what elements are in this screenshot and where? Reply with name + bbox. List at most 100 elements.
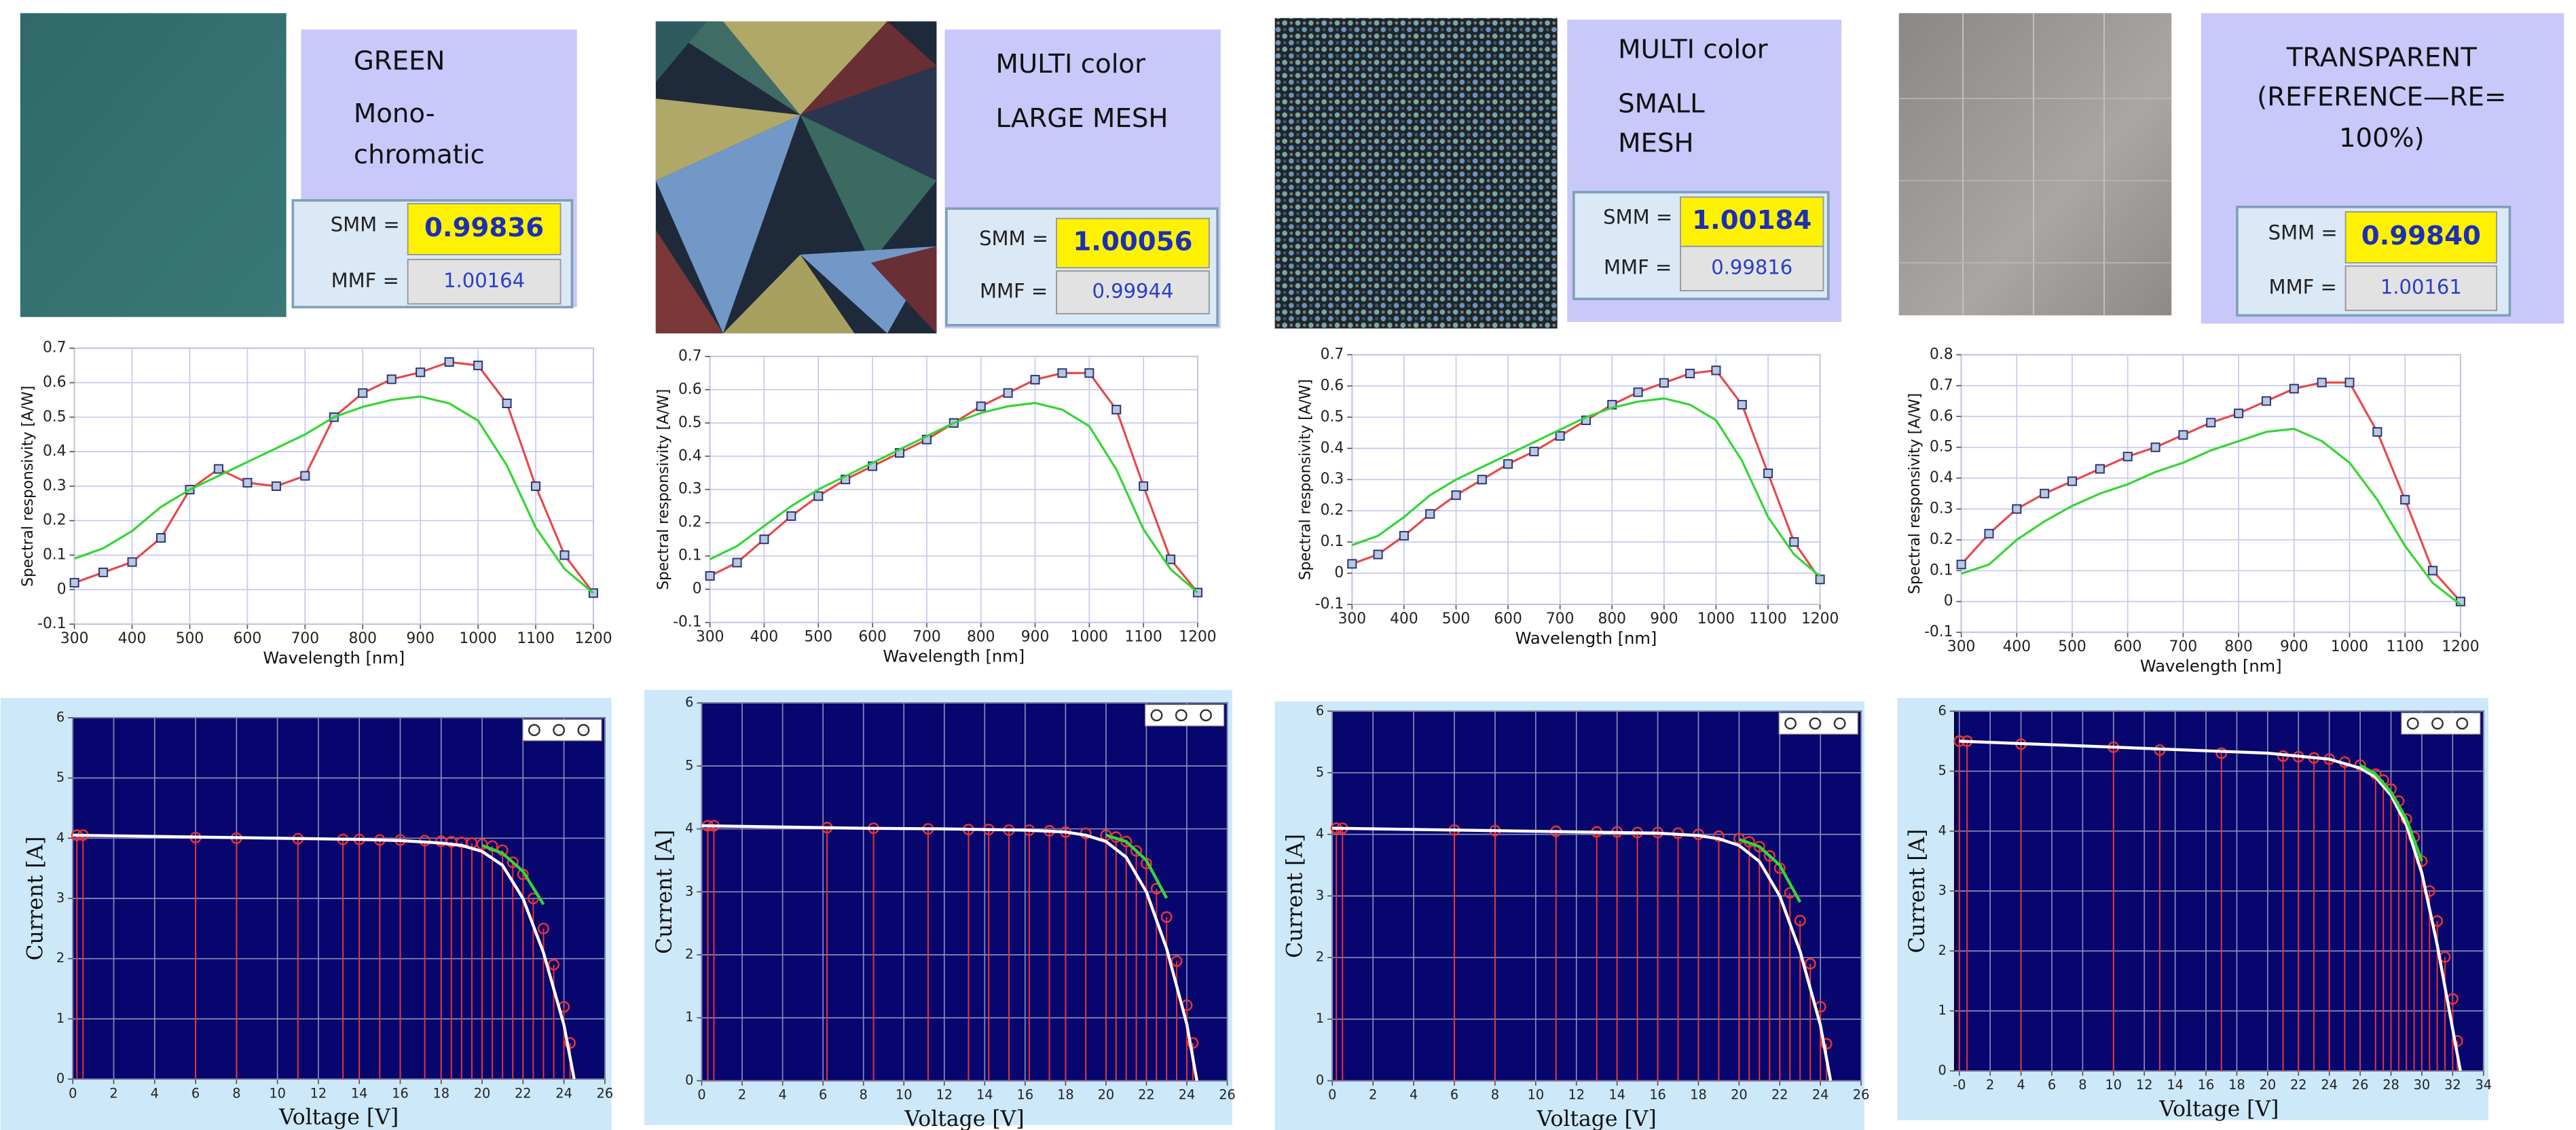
toolbar-icon[interactable] bbox=[1833, 717, 1846, 730]
x-tick-label: 1100 bbox=[517, 630, 554, 647]
data-point bbox=[2040, 488, 2050, 498]
toolbar-icon[interactable] bbox=[528, 724, 540, 737]
toolbar[interactable] bbox=[522, 718, 602, 742]
data-point bbox=[559, 550, 570, 560]
x-tick-label: 18 bbox=[433, 1085, 449, 1101]
x-axis-label: Wavelength [nm] bbox=[2140, 657, 2282, 676]
y-tick-label: 0.6 bbox=[1930, 407, 1953, 424]
toolbar-icon[interactable] bbox=[2456, 717, 2469, 730]
y-tick-label: 1 bbox=[1316, 1010, 1324, 1026]
y-tick-label: 0.2 bbox=[43, 512, 67, 529]
smm-value: 1.00056 bbox=[1073, 226, 1192, 257]
sample-label: 100%) bbox=[2339, 123, 2425, 153]
x-tick-label: 12 bbox=[936, 1087, 953, 1103]
x-tick-label: 300 bbox=[60, 630, 89, 647]
x-tick-label: 12 bbox=[1568, 1087, 1585, 1103]
x-tick-label: 600 bbox=[234, 630, 262, 647]
smm-label: SMM = bbox=[1603, 206, 1672, 229]
data-point bbox=[507, 856, 519, 869]
y-tick-label: 0 bbox=[57, 581, 67, 598]
toolbar-icon[interactable] bbox=[1784, 717, 1797, 730]
data-point bbox=[2234, 408, 2244, 418]
x-tick-label: 600 bbox=[858, 628, 887, 645]
mesh-triangle bbox=[655, 115, 801, 333]
toolbar-icon[interactable] bbox=[1200, 709, 1213, 722]
x-tick-label: 2 bbox=[1369, 1087, 1377, 1103]
x-tick-label: 24 bbox=[555, 1085, 572, 1101]
mesh-triangle bbox=[870, 246, 937, 333]
y-tick-label: 0 bbox=[693, 581, 702, 598]
x-tick-label: 10 bbox=[2105, 1077, 2122, 1093]
toolbar[interactable] bbox=[1778, 712, 1858, 735]
toolbar[interactable] bbox=[2401, 712, 2481, 735]
toolbar-icon[interactable] bbox=[1809, 717, 1822, 730]
x-tick-label: 6 bbox=[819, 1087, 827, 1103]
x-tick-label: 500 bbox=[1442, 610, 1471, 627]
x-tick-label: 22 bbox=[1138, 1087, 1155, 1103]
x-tick-label: 700 bbox=[1546, 610, 1575, 627]
data-point bbox=[2012, 504, 2022, 514]
data-point bbox=[2400, 494, 2410, 505]
sample-label: MULTI color bbox=[995, 49, 1145, 79]
x-tick-label: 12 bbox=[2136, 1077, 2153, 1093]
toolbar-icon[interactable] bbox=[1175, 709, 1188, 722]
y-tick-label: 6 bbox=[1938, 703, 1947, 718]
mesh-triangle bbox=[723, 21, 887, 115]
data-point bbox=[502, 398, 512, 409]
y-tick-label: 6 bbox=[1316, 703, 1324, 718]
sample-label: MESH bbox=[1618, 128, 1693, 158]
y-tick-label: 5 bbox=[1316, 764, 1324, 780]
data-point bbox=[2261, 396, 2271, 406]
x-tick-label: 900 bbox=[2280, 638, 2308, 655]
y-tick-label: 0.7 bbox=[43, 340, 67, 357]
data-point bbox=[127, 557, 137, 567]
y-tick-label: -0.1 bbox=[1924, 623, 1953, 640]
data-point bbox=[1171, 955, 1183, 967]
data-point bbox=[1084, 368, 1094, 378]
y-tick-label: 0.4 bbox=[678, 448, 702, 464]
toolbar-icon[interactable] bbox=[1150, 709, 1163, 722]
mesh-triangle bbox=[800, 21, 937, 115]
toolbar-icon[interactable] bbox=[2406, 717, 2419, 730]
data-point bbox=[1815, 575, 1825, 585]
toolbar-icon[interactable] bbox=[577, 724, 590, 737]
data-point bbox=[1712, 830, 1725, 842]
series-line bbox=[481, 843, 545, 905]
data-point bbox=[98, 567, 109, 577]
data-point bbox=[1030, 375, 1040, 385]
y-tick-label: 4 bbox=[1938, 822, 1947, 838]
toolbar-icon[interactable] bbox=[553, 724, 566, 737]
data-point bbox=[1733, 833, 1745, 845]
data-point bbox=[2095, 464, 2105, 474]
y-tick-label: 0.6 bbox=[43, 374, 67, 391]
y-tick-label: -0.1 bbox=[673, 614, 701, 631]
y-tick-label: 5 bbox=[56, 769, 65, 785]
data-point bbox=[1529, 446, 1539, 456]
mmf-value: 1.00164 bbox=[443, 269, 525, 292]
y-tick-label: 0.2 bbox=[1930, 531, 1953, 548]
y-tick-label: 0.1 bbox=[1930, 562, 1953, 579]
x-tick-label: 26 bbox=[1853, 1087, 1870, 1103]
x-tick-label: 2 bbox=[738, 1087, 746, 1103]
toolbar-icon[interactable] bbox=[2431, 717, 2444, 730]
series-line bbox=[2359, 763, 2423, 862]
x-tick-label: 700 bbox=[291, 630, 320, 647]
y-tick-label: 0.4 bbox=[43, 443, 67, 460]
y-tick-label: 6 bbox=[56, 709, 65, 725]
toolbar[interactable] bbox=[1144, 704, 1225, 727]
y-axis-label: Spectral responsivity [A/W] bbox=[1907, 393, 1924, 594]
y-tick-label: 2 bbox=[1316, 949, 1324, 965]
data-point bbox=[705, 571, 715, 581]
data-point bbox=[156, 533, 166, 543]
x-tick-label: 1200 bbox=[1179, 628, 1216, 645]
y-tick-label: 3 bbox=[1316, 888, 1324, 903]
x-tick-label: 0 bbox=[1328, 1087, 1336, 1103]
x-tick-label: 500 bbox=[2058, 638, 2086, 655]
x-tick-label: 1100 bbox=[1749, 610, 1786, 627]
x-axis-label: Voltage [V] bbox=[1537, 1107, 1657, 1130]
y-tick-label: 6 bbox=[685, 695, 693, 710]
data-point bbox=[1804, 958, 1816, 970]
x-tick-label: 18 bbox=[2228, 1077, 2245, 1093]
x-tick-label: 24 bbox=[2321, 1077, 2338, 1093]
data-point bbox=[2215, 747, 2228, 759]
